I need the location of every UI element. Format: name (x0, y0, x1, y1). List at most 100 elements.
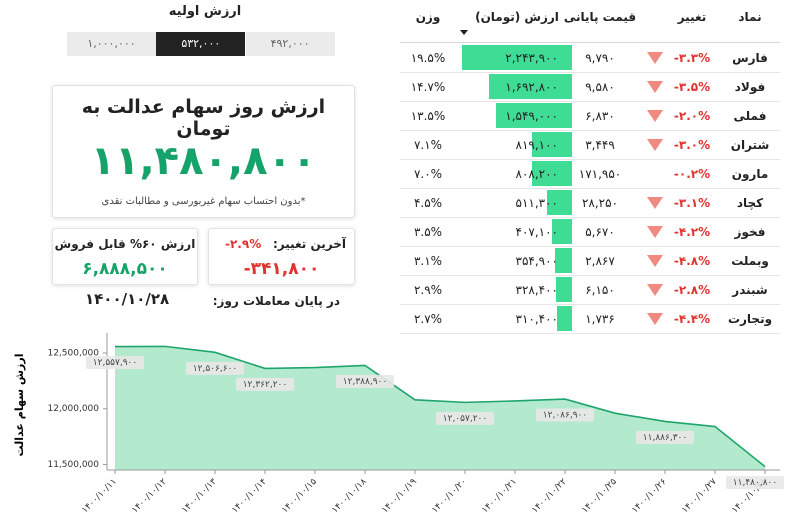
x-tick-label: ۱۴۰۰/۱۰/۱۱ (80, 477, 119, 516)
table-header[interactable]: وزن (415, 10, 441, 24)
initial-value-option[interactable]: ۴۹۲,۰۰۰ (245, 32, 335, 56)
value-label-box (336, 374, 394, 388)
x-tick-label: ۱۴۰۰/۱۰/۱۳ (180, 477, 219, 516)
table-row: فملی -۲.۰% ۶,۸۳۰ ۱,۵۴۹,۰۰۰ ۱۳.۵% (400, 101, 780, 131)
down-arrow (647, 284, 663, 296)
weight: ۳.۱% (413, 254, 443, 268)
value-label: ۱۲,۵۵۷,۹۰۰ (93, 358, 137, 368)
value-label-box (236, 377, 294, 391)
value-label: ۱۲,۳۸۸,۹۰۰ (343, 377, 387, 387)
table-row: فارس -۳.۳% ۹,۷۹۰ ۲,۲۴۳,۹۰۰ ۱۹.۵% (400, 43, 780, 73)
value-bar (556, 306, 572, 331)
weight: ۲.۷% (413, 312, 443, 326)
weight: ۴.۵% (413, 196, 443, 210)
summary-card: ارزش روز سهام عدالت به تومان ۱۱,۴۸۰,۸۰۰ … (52, 85, 355, 218)
down-arrow (647, 52, 663, 64)
table-row: فولاد -۳.۵% ۹,۵۸۰ ۱,۶۹۲,۸۰۰ ۱۴.۷% (400, 72, 780, 102)
value-bar (554, 248, 572, 273)
down-arrow (647, 313, 663, 325)
weight: ۳.۵% (413, 225, 443, 239)
last-change-amount: -۳۴۱,۸۰۰ (243, 259, 320, 279)
table-row: مارون -۰.۲% ۱۷۱,۹۵۰ ۸۰۸,۲۰۰ ۷.۰% (400, 159, 780, 189)
x-tick-label: ۱۴۰۰/۱۰/۲۰ (430, 477, 469, 516)
table-row: کچاد -۳.۱% ۲۸,۲۵۰ ۵۱۱,۳۰۰ ۴.۵% (400, 188, 780, 218)
down-arrow (647, 110, 663, 122)
weight: ۱۳.۵% (410, 109, 446, 123)
value-label: ۱۲,۰۸۶,۹۰۰ (543, 411, 587, 421)
stock-table: نماد تغییر قیمت پایانی ارزش (تومان) وزن فارس -… (400, 0, 780, 334)
price: ۱۷۱,۹۵۰ (578, 167, 622, 181)
sellable-value: ۶,۸۸۸,۵۰۰ (82, 259, 168, 279)
last-change-label: آخرین تغییر: (272, 237, 346, 251)
chart: ارزش سهام عدالت 11,500,000 12,000,000 12,5… (13, 333, 784, 516)
summary-value: ۱۱,۴۸۰,۸۰۰ (90, 138, 317, 184)
initial-value-title: ارزش اولیه (168, 4, 242, 19)
value: ۳۵۴,۹۰۰ (515, 254, 559, 268)
value: ۸۰۸,۲۰۰ (515, 167, 559, 181)
symbol: فارس (732, 51, 768, 65)
price: ۹,۷۹۰ (585, 51, 615, 65)
x-tick-label: ۱۴۰۰/۱۰/۲۲ (530, 477, 569, 516)
sellable-card: ارزش ۶۰% قابل فروش ۶,۸۸۸,۵۰۰ (52, 228, 198, 285)
change: -۴.۴% (673, 312, 711, 326)
value-bar (462, 45, 572, 70)
x-tick-label: ۱۴۰۰/۱۰/۱۴ (230, 477, 269, 516)
value: ۵۱۱,۳۰۰ (515, 196, 559, 210)
x-tick-label: ۱۴۰۰/۱۰/۱۸ (330, 477, 369, 516)
table-header[interactable]: تغییر (677, 10, 707, 24)
table-row: وتجارت -۴.۴% ۱,۷۳۶ ۳۱۰,۴۰۰ ۲.۷% (400, 304, 780, 334)
value-bar (489, 74, 572, 99)
table-row: شتران -۳.۰% ۳,۴۴۹ ۸۱۹,۱۰۰ ۷.۱% (400, 130, 780, 160)
symbol: شبندر (732, 283, 768, 297)
price: ۶,۸۳۰ (585, 109, 615, 123)
value-label: ۱۱,۴۸۰,۸۰۰ (733, 478, 777, 488)
change: -۳.۰% (673, 138, 711, 152)
down-arrow (647, 81, 663, 93)
value: ۳۲۸,۴۰۰ (515, 283, 559, 297)
price: ۵,۶۷۰ (585, 225, 615, 239)
y-tick-label: 11,500,000 (47, 460, 99, 470)
change: -۲.۰% (673, 109, 711, 123)
value-label-box (436, 411, 494, 425)
change: -۳.۳% (673, 51, 711, 65)
table-header[interactable]: نماد (738, 10, 762, 24)
symbol: مارون (731, 167, 769, 181)
value: ۱,۵۴۹,۰۰۰ (505, 109, 558, 123)
value-label-box (536, 408, 594, 422)
line (114, 345, 766, 468)
y-tick-label: 12,500,000 (47, 349, 99, 359)
price: ۳,۴۴۹ (585, 138, 615, 152)
weight: ۷.۱% (413, 138, 443, 152)
price: ۲,۸۶۷ (585, 254, 615, 268)
value: ۱,۶۹۲,۸۰۰ (505, 80, 558, 94)
initial-value-option[interactable]: ۵۳۲,۰۰۰ (156, 32, 246, 56)
weight: ۲.۹% (413, 283, 443, 297)
symbol: فملی (733, 109, 767, 123)
symbol: فولاد (734, 80, 766, 94)
x-tick-label: ۱۴۰۰/۱۰/۲۵ (580, 477, 619, 516)
value-bar (546, 190, 572, 215)
symbol: شتران (730, 138, 770, 152)
change: -۰.۲% (673, 167, 711, 181)
down-arrow (647, 255, 663, 267)
value-label: ۱۲,۳۶۲,۲۰۰ (243, 380, 287, 390)
sort-indicator (460, 30, 468, 35)
weight: ۷.۰% (413, 167, 443, 181)
value-bar (532, 161, 572, 186)
table-row: شبندر -۲.۸% ۶,۱۵۰ ۳۲۸,۴۰۰ ۲.۹% (400, 275, 780, 305)
y-tick-label: 12,000,000 (47, 404, 99, 414)
area (115, 346, 765, 470)
table-row: فخوز -۴.۲% ۵,۶۷۰ ۴۰۷,۱۰۰ ۳.۵% (400, 217, 780, 247)
change: -۴.۲% (673, 225, 711, 239)
table-header[interactable]: ارزش (تومان) (475, 10, 559, 24)
header-divider (400, 42, 780, 43)
weight: ۱۹.۵% (410, 51, 446, 65)
x-tick-label: ۱۴۰۰/۱۰/۱۹ (380, 477, 419, 516)
sellable-label: ارزش ۶۰% قابل فروش (54, 237, 196, 251)
symbol: وبملت (731, 254, 769, 268)
value-bar (531, 132, 572, 157)
table-header[interactable]: قیمت پایانی (563, 10, 637, 24)
summary-note: *بدون احتساب سهام غیربورسی و مطالبات نقد… (101, 196, 306, 207)
initial-value-option[interactable]: ۱,۰۰۰,۰۰۰ (67, 32, 156, 56)
